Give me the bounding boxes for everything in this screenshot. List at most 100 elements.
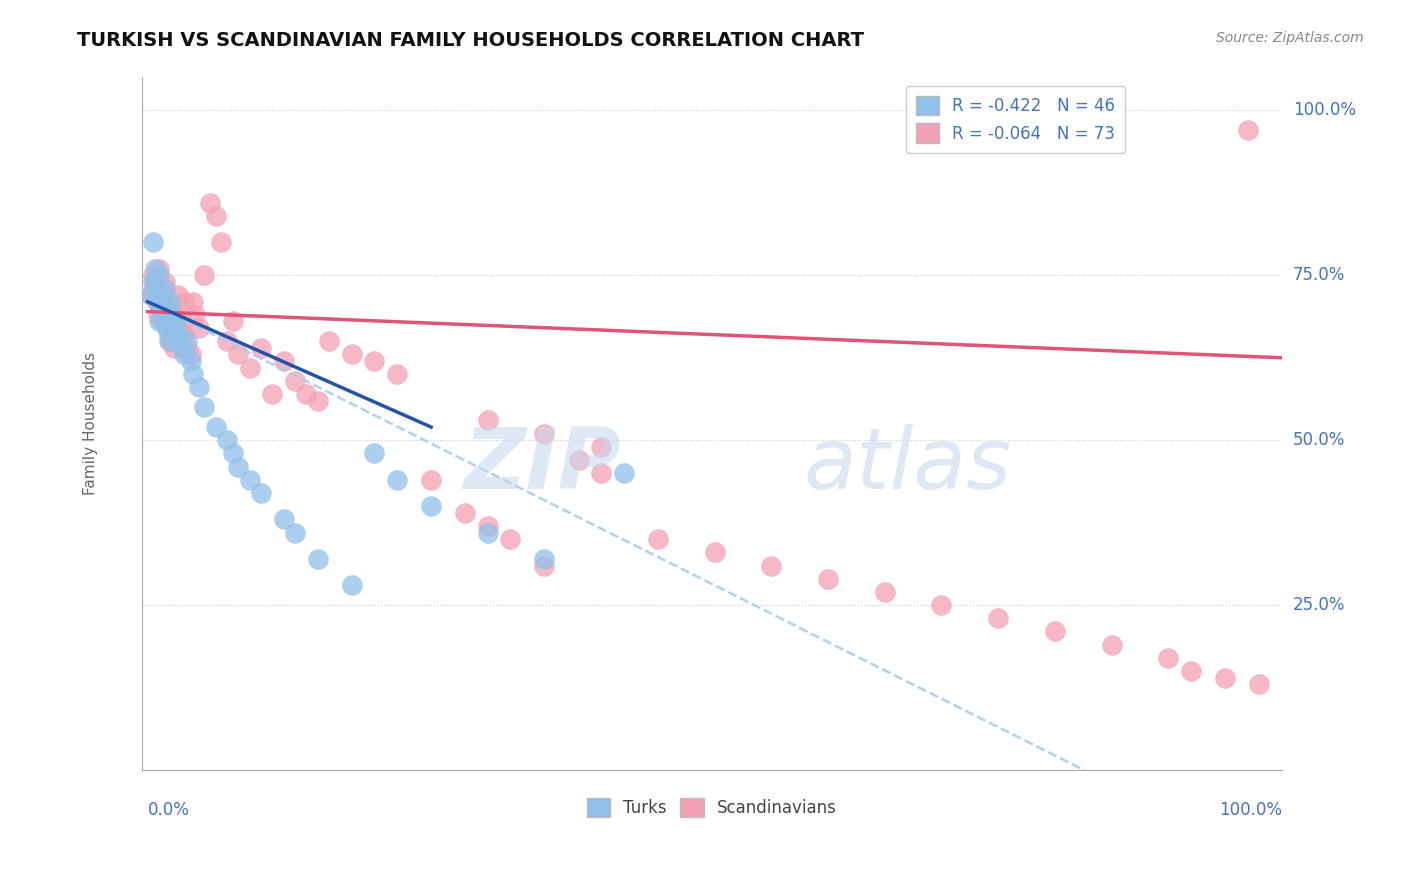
Point (363, 354, 385, 368)
Point (477, 525, 499, 540)
Point (226, 347, 249, 361)
Point (340, 347, 363, 361)
Point (167, 288, 190, 302)
Point (591, 440, 613, 454)
Point (153, 275, 176, 289)
Point (284, 374, 307, 388)
Point (180, 347, 202, 361)
Point (139, 288, 162, 302)
Point (145, 275, 167, 289)
Point (307, 552, 329, 566)
Point (1180, 664, 1202, 678)
Point (146, 294, 169, 309)
Point (174, 294, 197, 309)
Point (173, 347, 195, 361)
Point (184, 308, 207, 322)
Point (273, 354, 295, 368)
Text: 50.0%: 50.0% (1294, 431, 1346, 450)
Point (176, 341, 198, 355)
Point (143, 281, 166, 295)
Point (142, 235, 165, 250)
Point (180, 354, 202, 368)
Point (703, 545, 725, 559)
Point (162, 341, 184, 355)
Text: TURKISH VS SCANDINAVIAN FAMILY HOUSEHOLDS CORRELATION CHART: TURKISH VS SCANDINAVIAN FAMILY HOUSEHOLD… (77, 31, 865, 50)
Point (146, 308, 169, 322)
Point (156, 294, 179, 309)
Point (385, 368, 408, 382)
Point (150, 288, 173, 302)
Point (209, 235, 232, 250)
Point (567, 453, 589, 467)
Point (613, 466, 636, 480)
Text: ZIP: ZIP (463, 424, 620, 507)
Point (221, 314, 243, 328)
Point (142, 275, 165, 289)
Point (817, 572, 839, 586)
Point (156, 301, 179, 316)
Point (150, 301, 173, 316)
Point (1043, 624, 1066, 639)
Point (165, 314, 187, 328)
Point (420, 499, 443, 513)
Point (159, 294, 181, 309)
Point (170, 341, 193, 355)
Point (198, 195, 221, 210)
Point (145, 294, 167, 309)
Point (204, 420, 226, 434)
Text: Family Households: Family Households (83, 352, 98, 495)
Point (176, 334, 198, 349)
Point (148, 268, 170, 283)
Point (273, 512, 295, 526)
Point (647, 532, 669, 546)
Point (149, 301, 172, 316)
Point (477, 413, 499, 427)
Point (239, 360, 262, 375)
Point (150, 314, 173, 328)
Legend: Turks, Scandinavians: Turks, Scandinavians (581, 791, 844, 824)
Point (533, 558, 555, 573)
Point (167, 327, 190, 342)
Point (173, 327, 195, 342)
Text: 100.0%: 100.0% (1219, 800, 1282, 819)
Point (420, 473, 443, 487)
Point (139, 288, 162, 302)
Point (167, 321, 190, 335)
Point (987, 611, 1010, 625)
Point (761, 558, 783, 573)
Point (181, 368, 204, 382)
Point (318, 334, 340, 349)
Point (181, 294, 204, 309)
Point (873, 585, 896, 599)
Point (148, 314, 170, 328)
Point (142, 268, 165, 283)
Point (1213, 671, 1236, 685)
Point (152, 294, 174, 309)
Point (156, 321, 179, 335)
Text: atlas: atlas (803, 424, 1011, 507)
Point (155, 308, 177, 322)
Point (193, 401, 215, 415)
Point (160, 314, 183, 328)
Text: 25.0%: 25.0% (1294, 596, 1346, 614)
Point (221, 446, 243, 460)
Point (187, 380, 209, 394)
Text: 75.0%: 75.0% (1294, 267, 1346, 285)
Point (215, 334, 238, 349)
Point (156, 321, 179, 335)
Point (499, 532, 522, 546)
Point (1101, 638, 1123, 652)
Point (239, 473, 262, 487)
Point (454, 506, 477, 520)
Point (250, 486, 273, 500)
Point (477, 519, 499, 533)
Point (284, 525, 307, 540)
Point (931, 598, 953, 612)
Point (385, 473, 408, 487)
Point (533, 552, 555, 566)
Point (148, 261, 170, 276)
Point (340, 578, 363, 592)
Text: 100.0%: 100.0% (1294, 102, 1355, 120)
Point (591, 466, 613, 480)
Text: Source: ZipAtlas.com: Source: ZipAtlas.com (1216, 31, 1364, 45)
